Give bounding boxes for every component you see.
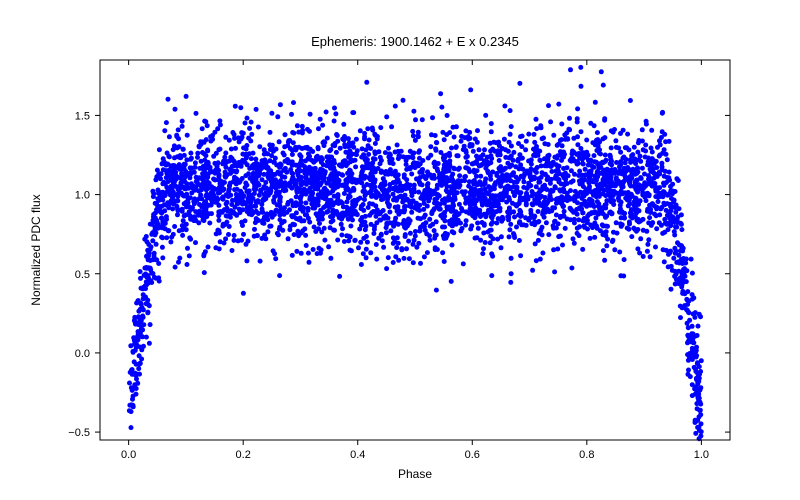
y-tick-label: 1.5 xyxy=(75,110,90,122)
chart-title: Ephemeris: 1900.1462 + E x 0.2345 xyxy=(311,34,519,49)
y-tick-label: 0.5 xyxy=(75,269,90,281)
x-tick-label: 0.6 xyxy=(465,449,480,461)
plot-background xyxy=(100,60,730,440)
chart-container: 0.0 0.2 0.4 0.6 0.8 1.0 −0.5 0.0 0.5 1.0 1.5 Ephem… xyxy=(0,0,800,500)
x-tick-label: 0.2 xyxy=(236,449,251,461)
y-tick-label: 1.0 xyxy=(75,190,90,202)
y-tick-label: −0.5 xyxy=(68,427,90,439)
y-axis-label: Normalized PDC flux xyxy=(29,194,43,305)
x-axis-label: Phase xyxy=(398,467,432,481)
x-tick-label: 0.4 xyxy=(350,449,365,461)
scatter-chart: 0.0 0.2 0.4 0.6 0.8 1.0 −0.5 0.0 0.5 1.0 1.5 Ephem… xyxy=(0,0,800,500)
x-tick-label: 1.0 xyxy=(694,449,709,461)
y-tick-label: 0.0 xyxy=(75,348,90,360)
x-tick-label: 0.8 xyxy=(579,449,594,461)
x-tick-label: 0.0 xyxy=(121,449,136,461)
